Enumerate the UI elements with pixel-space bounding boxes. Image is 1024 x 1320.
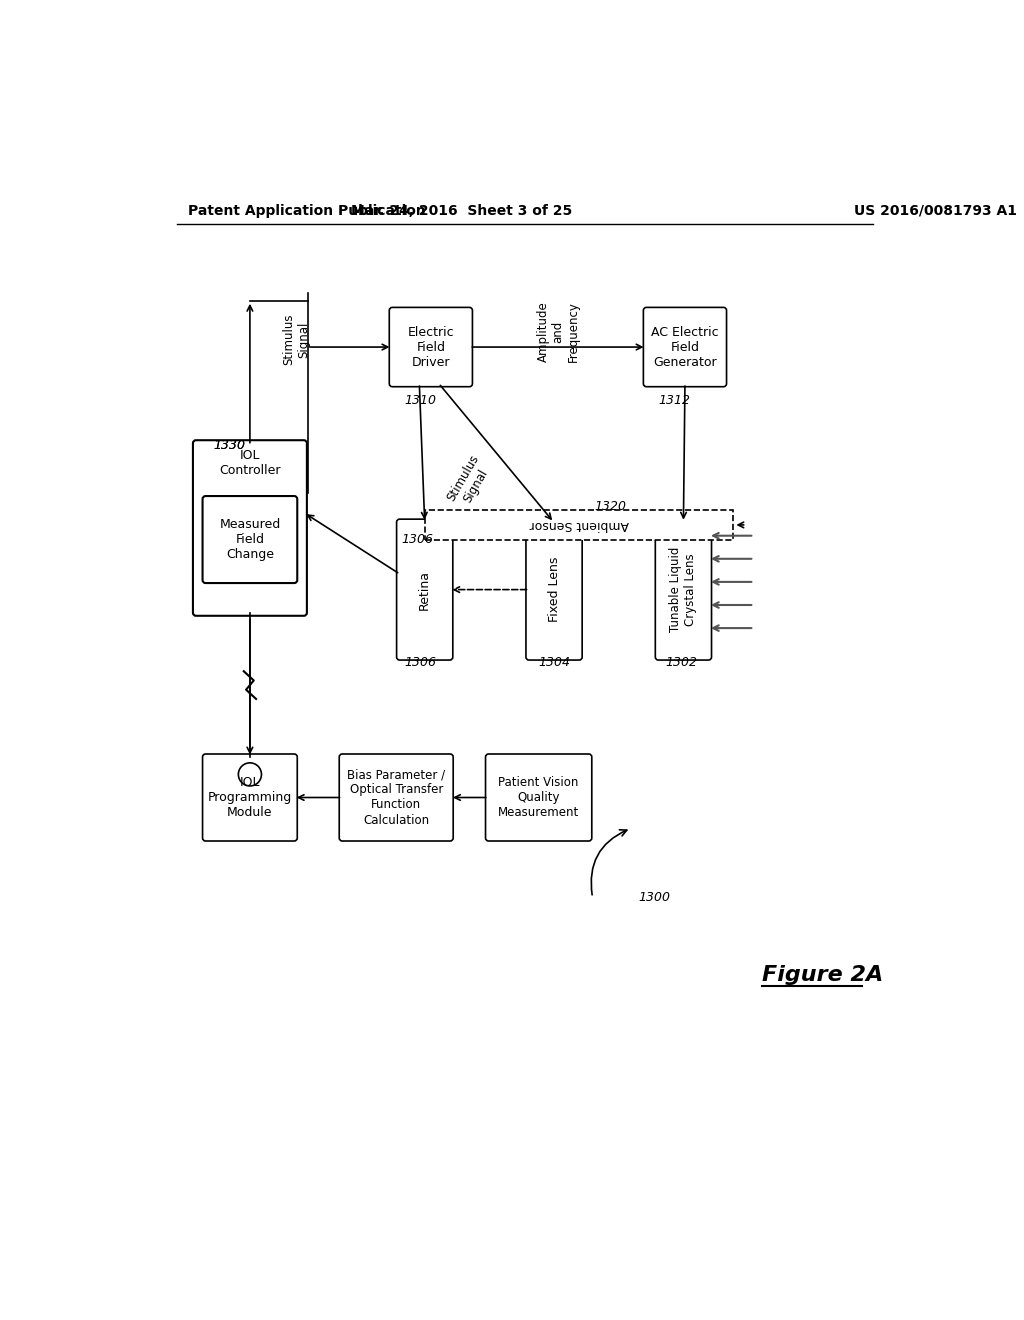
FancyBboxPatch shape — [339, 754, 454, 841]
FancyBboxPatch shape — [526, 519, 583, 660]
Text: 1302: 1302 — [666, 656, 697, 669]
FancyBboxPatch shape — [203, 754, 297, 841]
FancyBboxPatch shape — [193, 441, 307, 615]
Text: 1320: 1320 — [595, 500, 627, 513]
Text: Bias Parameter /
Optical Transfer
Function
Calculation: Bias Parameter / Optical Transfer Functi… — [347, 768, 445, 826]
Bar — [425, 511, 733, 540]
Text: Retina: Retina — [418, 570, 431, 610]
Text: Measured
Field
Change: Measured Field Change — [219, 517, 281, 561]
Text: IOL
Controller: IOL Controller — [219, 449, 281, 477]
FancyBboxPatch shape — [643, 308, 727, 387]
Text: 1330: 1330 — [214, 440, 246, 453]
FancyArrowPatch shape — [591, 830, 627, 895]
Text: Mar. 24, 2016  Sheet 3 of 25: Mar. 24, 2016 Sheet 3 of 25 — [351, 203, 572, 218]
FancyBboxPatch shape — [655, 519, 712, 660]
FancyBboxPatch shape — [203, 496, 297, 583]
Text: 1306: 1306 — [401, 533, 433, 546]
FancyBboxPatch shape — [389, 308, 472, 387]
Text: Stimulus
Signal: Stimulus Signal — [444, 453, 495, 511]
Text: Patent Application Publication: Patent Application Publication — [188, 203, 426, 218]
Text: US 2016/0081793 A1: US 2016/0081793 A1 — [854, 203, 1018, 218]
Text: Electric
Field
Driver: Electric Field Driver — [408, 326, 455, 368]
FancyBboxPatch shape — [396, 519, 453, 660]
Text: 1304: 1304 — [539, 656, 570, 669]
Text: Ambient Sensor: Ambient Sensor — [529, 519, 629, 532]
Text: 1310: 1310 — [403, 395, 436, 408]
Text: Tunable Liquid
Crystal Lens: Tunable Liquid Crystal Lens — [670, 546, 697, 632]
Text: Patient Vision
Quality
Measurement: Patient Vision Quality Measurement — [498, 776, 580, 818]
Text: 1312: 1312 — [658, 395, 690, 408]
Text: Figure 2A: Figure 2A — [762, 965, 884, 985]
Text: Stimulus
Signal: Stimulus Signal — [282, 314, 310, 366]
Text: Fixed Lens: Fixed Lens — [548, 557, 560, 622]
Text: Amplitude
and
Frequency: Amplitude and Frequency — [537, 301, 580, 362]
Text: 1330: 1330 — [214, 440, 246, 453]
Text: 1300: 1300 — [639, 891, 671, 904]
Text: 1306: 1306 — [403, 656, 436, 669]
Text: IOL
Programming
Module: IOL Programming Module — [208, 776, 292, 818]
Text: AC Electric
Field
Generator: AC Electric Field Generator — [651, 326, 719, 368]
FancyBboxPatch shape — [485, 754, 592, 841]
